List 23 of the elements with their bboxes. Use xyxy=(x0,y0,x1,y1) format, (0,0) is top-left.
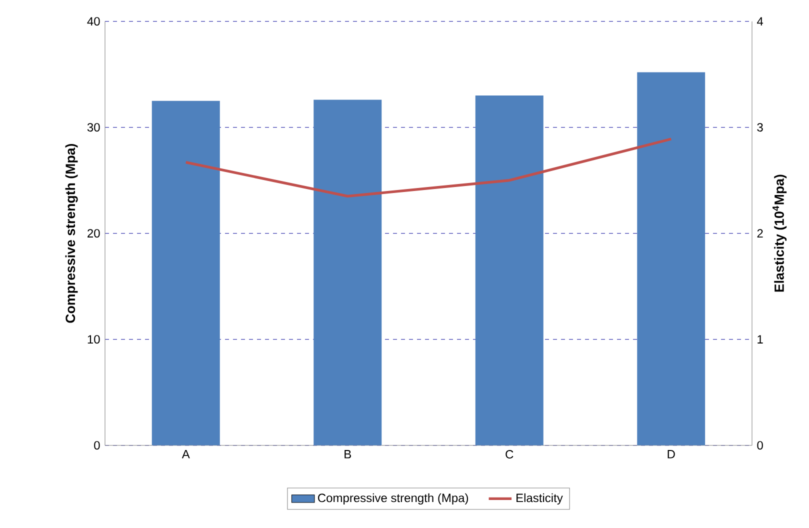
legend-label: Compressive strength (Mpa) xyxy=(318,493,468,505)
x-tick-label: D xyxy=(668,450,675,458)
y2-tick-label: 4 xyxy=(756,17,764,26)
bar xyxy=(637,72,706,446)
bar xyxy=(314,100,382,446)
y-tick-label: 40 xyxy=(87,17,100,26)
x-tick-label: A xyxy=(182,450,190,458)
y2-tick-label: 0 xyxy=(757,441,763,450)
y2-tick-label: 3 xyxy=(757,123,763,132)
legend-label: Elasticity xyxy=(516,493,563,505)
bar xyxy=(152,100,220,446)
bar xyxy=(475,96,544,446)
y2-axis-title: Elasticity (10$^{4}$Mpa) xyxy=(772,174,787,292)
y2-tick-label: 2 xyxy=(757,229,763,238)
y2-tick-label: 1 xyxy=(758,335,763,344)
line-series xyxy=(184,138,672,198)
y-tick-label: 20 xyxy=(88,229,100,238)
x-tick-label: C xyxy=(506,450,514,459)
y-tick-label: 10 xyxy=(88,335,100,344)
y-tick-label: 0 xyxy=(94,441,100,450)
y-axis-title: Compressive strength (Mpa) xyxy=(65,144,78,323)
y-tick-label: 30 xyxy=(87,123,100,132)
x-tick-label: B xyxy=(344,450,352,458)
